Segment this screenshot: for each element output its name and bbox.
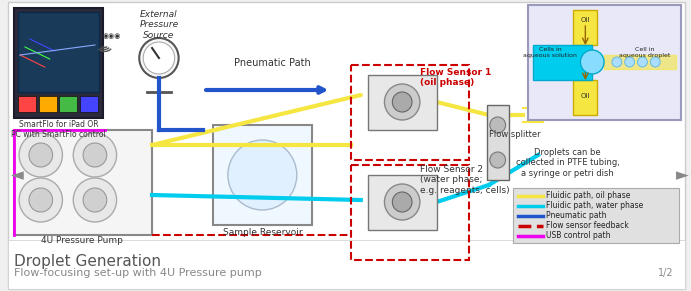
Circle shape [650, 57, 660, 67]
Circle shape [612, 57, 622, 67]
Bar [213, 125, 312, 225]
Text: Droplets can be
collected in PTFE tubing,
a syringe or petri dish: Droplets can be collected in PTFE tubing… [515, 148, 620, 178]
Text: Sample Reservoir: Sample Reservoir [223, 228, 302, 237]
Bar [15, 130, 152, 235]
Bar [528, 5, 681, 120]
Text: 1/2: 1/2 [659, 268, 674, 278]
Circle shape [490, 152, 506, 168]
Bar [368, 175, 437, 230]
Bar [573, 80, 597, 115]
Text: Droplet Generation: Droplet Generation [15, 254, 161, 269]
Circle shape [638, 57, 647, 67]
Bar [487, 105, 509, 180]
Bar [573, 10, 597, 45]
Text: ◉◉◉: ◉◉◉ [103, 33, 121, 39]
Text: Pneumatic path: Pneumatic path [546, 212, 607, 221]
Text: ◄: ◄ [11, 166, 24, 184]
Bar [80, 96, 98, 112]
Bar [351, 165, 469, 260]
Text: Oil: Oil [580, 93, 590, 99]
Circle shape [384, 84, 420, 120]
Text: Flow Sensor 1
(oil phase): Flow Sensor 1 (oil phase) [420, 68, 491, 87]
Text: Cells in
aqueous solution: Cells in aqueous solution [523, 47, 577, 58]
Circle shape [83, 143, 106, 167]
Circle shape [73, 133, 117, 177]
Text: Flow-focusing set-up with 4U Pressure pump: Flow-focusing set-up with 4U Pressure pu… [15, 268, 262, 278]
Text: Flow splitter: Flow splitter [489, 130, 540, 139]
Bar [18, 12, 99, 92]
Circle shape [228, 140, 297, 210]
Bar [39, 96, 57, 112]
Text: External
Pressure
Source: External Pressure Source [140, 10, 178, 40]
Circle shape [143, 42, 175, 74]
Circle shape [29, 143, 53, 167]
Bar [59, 96, 77, 112]
Circle shape [29, 188, 53, 212]
Text: USB control path: USB control path [546, 232, 610, 240]
Text: ►: ► [676, 166, 689, 184]
Text: Oil: Oil [580, 17, 590, 23]
Circle shape [384, 184, 420, 220]
Text: Flow Sensor 2
(water phase;
e.g. reagents, cells): Flow Sensor 2 (water phase; e.g. reagent… [420, 165, 509, 195]
Bar [533, 45, 592, 80]
Circle shape [625, 57, 634, 67]
Text: Fluidic path, oil phase: Fluidic path, oil phase [546, 191, 630, 200]
Text: Flow sensor feedback: Flow sensor feedback [546, 221, 629, 230]
Circle shape [140, 38, 179, 78]
Circle shape [392, 92, 412, 112]
Text: 4U Pressure Pump: 4U Pressure Pump [41, 236, 123, 245]
Bar [513, 188, 679, 243]
Bar [15, 8, 103, 118]
Text: SmartFlo for iPad OR
PC with SmartFlo control: SmartFlo for iPad OR PC with SmartFlo co… [11, 120, 106, 139]
Text: Cell in
aqueous droplet: Cell in aqueous droplet [618, 47, 670, 58]
Bar [18, 96, 36, 112]
Bar [368, 75, 437, 130]
Circle shape [392, 192, 412, 212]
Text: Fluidic path, water phase: Fluidic path, water phase [546, 201, 643, 210]
Circle shape [83, 188, 106, 212]
Circle shape [580, 50, 604, 74]
Text: Pneumatic Path: Pneumatic Path [234, 58, 310, 68]
Bar [351, 65, 469, 160]
Circle shape [73, 178, 117, 222]
Circle shape [19, 133, 62, 177]
Bar [8, 240, 685, 289]
Circle shape [19, 178, 62, 222]
Circle shape [490, 117, 506, 133]
